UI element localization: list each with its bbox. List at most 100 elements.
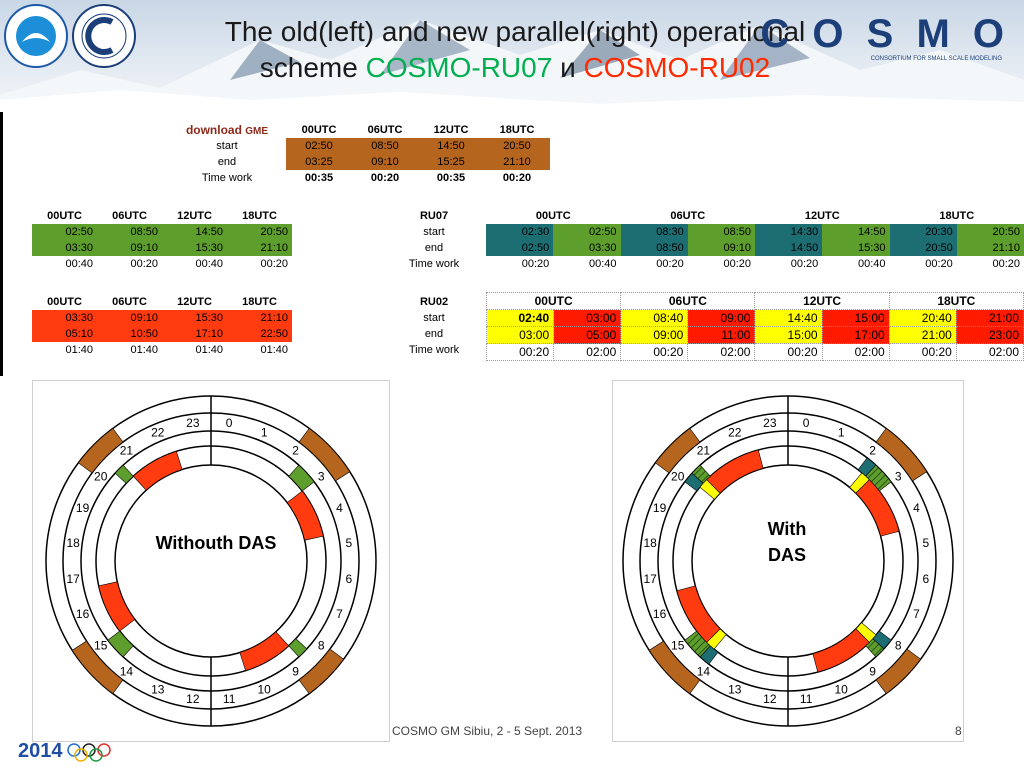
ru02-forecast-segment	[676, 585, 721, 643]
new-ru02-row-start: 02:40 03:00 08:40 09:00 14:40 15:00 20:4…	[485, 309, 1024, 327]
cell: 14:50	[755, 240, 823, 256]
col-header: 12UTC	[804, 210, 840, 222]
new-ru07-row-start: 02:30 02:50 08:30 08:50 14:30 14:50 20:3…	[486, 224, 1024, 240]
clock-hour-label: 22	[728, 426, 742, 440]
cell: 15:00	[821, 309, 890, 327]
clock-hour-label: 17	[644, 572, 658, 586]
olympic-rings-icon	[67, 743, 111, 762]
gme-col: 12UTC	[433, 124, 469, 136]
clock-hour-label: 19	[76, 501, 90, 515]
clock-hour-label: 9	[292, 664, 299, 678]
cell: 03:30	[553, 240, 621, 256]
cell: 20:50	[956, 224, 1024, 240]
clock-hour-label: 6	[345, 572, 352, 586]
cell: 09:00	[620, 326, 689, 344]
clock-hour-label: 14	[697, 664, 711, 678]
col-header: 06UTC	[620, 292, 756, 310]
cell: 00:20	[754, 343, 823, 361]
clock-hour-label: 0	[226, 416, 233, 430]
cell: 00:20	[521, 258, 550, 270]
ru02-header: RU02	[419, 296, 449, 308]
cell: 01:40	[130, 344, 158, 356]
cell: 17:00	[821, 326, 890, 344]
cell: 09:10	[687, 240, 755, 256]
cell: 01:40	[65, 344, 93, 356]
col-header: 18UTC	[888, 292, 1024, 310]
title-scheme-word: scheme	[259, 52, 366, 83]
clock-hour-label: 4	[336, 501, 343, 515]
col-header: 18UTC	[242, 296, 277, 308]
old-ru02-row-end: 05:10 10:50 17:10 22:50 end	[32, 326, 468, 342]
clock-hour-label: 8	[895, 639, 902, 653]
cell: 15:30	[162, 310, 227, 326]
old-ru02-table: 00UTC 06UTC 12UTC 18UTC RU02 03:30 09:10…	[32, 294, 468, 358]
cell: 10:50	[97, 326, 162, 342]
row-label: start	[216, 140, 238, 152]
hydromet-center-logo	[72, 4, 136, 68]
ru02-run-segment	[239, 631, 290, 672]
cell: 20:30	[889, 224, 957, 240]
col-header: 00UTC	[535, 210, 571, 222]
cell: 02:50	[486, 240, 554, 256]
cell: 02:50	[553, 224, 621, 240]
cell: 03:00	[553, 309, 622, 327]
cell: 11:00	[687, 326, 756, 344]
clock-hour-label: 18	[644, 536, 658, 550]
ru02-forecast-segment	[706, 449, 764, 494]
cell: 00:20	[992, 258, 1020, 270]
cell: 00:35	[436, 172, 466, 184]
gme-table-title: download GME	[168, 122, 286, 138]
cell: 03:25	[286, 154, 352, 170]
cell: 00:20	[723, 258, 751, 270]
clock-hour-label: 5	[345, 536, 352, 550]
cell: 08:40	[620, 309, 689, 327]
col-header: 06UTC	[112, 210, 147, 222]
cell: 00:20	[790, 258, 819, 270]
cell: 02:00	[553, 343, 622, 361]
cell: 03:30	[32, 240, 97, 256]
gme-download-table: download GME 00UTC 06UTC 12UTC 18UTC sta…	[168, 122, 550, 186]
cell: 08:50	[352, 138, 418, 154]
clock-hour-label: 7	[336, 607, 343, 621]
cell: 14:50	[418, 138, 484, 154]
cell: 09:10	[352, 154, 418, 170]
col-header: 12UTC	[177, 210, 212, 222]
gme-col: 06UTC	[367, 124, 403, 136]
cell: 00:40	[588, 258, 617, 270]
ru02-run-segment	[98, 581, 136, 632]
cell: 03:30	[32, 310, 97, 326]
cell: 00:40	[65, 258, 93, 270]
old-ru02-row-timework: 01:40 01:40 01:40 01:40 Time work	[32, 342, 468, 358]
cell: 21:00	[955, 309, 1024, 327]
sochi-2014-logo: 2014	[18, 740, 63, 762]
clock-hour-label: 20	[94, 469, 108, 483]
col-header: 18UTC	[939, 210, 975, 222]
roshydromet-logo	[4, 4, 68, 68]
cell: 23:00	[955, 326, 1024, 344]
ru02-run-segment	[132, 450, 183, 491]
clock-hour-label: 7	[913, 607, 920, 621]
clock-hour-label: 1	[838, 426, 845, 440]
gme-download-label: download	[185, 123, 242, 137]
old-ru07-row-start: 02:50 08:50 14:50 20:50 start	[32, 224, 468, 240]
clock-hour-label: 22	[151, 426, 165, 440]
clock-hour-label: 17	[67, 572, 81, 586]
cell: 02:50	[286, 138, 352, 154]
new-ru02-row-end: 03:00 05:00 09:00 11:00 15:00 17:00 21:0…	[485, 326, 1024, 344]
gme-download-segment	[654, 427, 701, 474]
cell: 08:50	[620, 240, 688, 256]
clock-hour-label: 13	[728, 682, 742, 696]
row-label: Time work	[408, 344, 460, 356]
clock-hour-label: 10	[258, 682, 272, 696]
mountain-background	[0, 20, 1024, 112]
row-label: end	[424, 328, 444, 340]
page-number: 8	[955, 724, 962, 738]
footer-conference-text: COSMO GM Sibiu, 2 - 5 Sept. 2013	[392, 724, 583, 738]
cell: 00:20	[620, 343, 689, 361]
clock-hour-label: 12	[763, 692, 777, 706]
cell: 09:00	[687, 309, 756, 327]
clock-hour-label: 9	[869, 664, 876, 678]
clock-hour-label: 15	[671, 639, 685, 653]
cell: 14:40	[754, 309, 823, 327]
row-label: end	[217, 156, 237, 168]
